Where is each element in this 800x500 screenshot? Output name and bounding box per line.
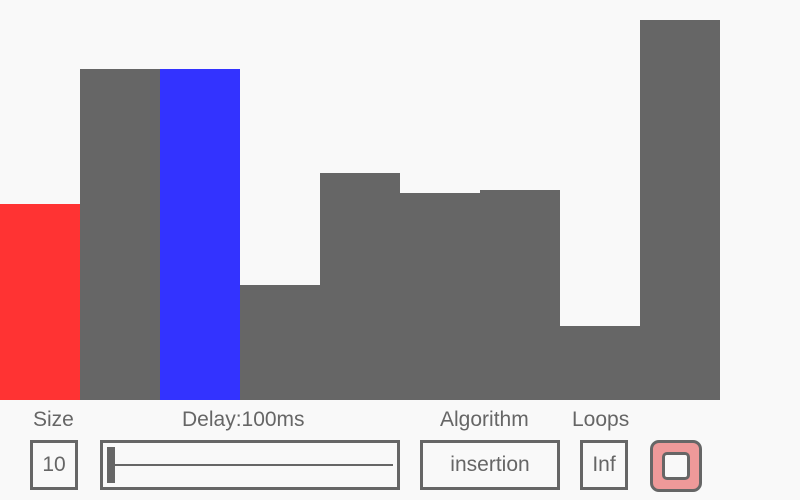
- bar-chart-area: [0, 20, 720, 400]
- bar-4: [240, 285, 320, 400]
- bar-1: [0, 204, 80, 400]
- delay-slider-track: [115, 464, 393, 466]
- algorithm-label: Algorithm: [440, 408, 529, 431]
- size-input[interactable]: 10: [30, 440, 78, 490]
- delay-slider[interactable]: [100, 440, 400, 490]
- bar-5: [320, 173, 400, 400]
- delay-slider-thumb[interactable]: [107, 447, 115, 483]
- bar-9: [640, 20, 720, 400]
- bar-3: [160, 69, 240, 400]
- bar-6: [400, 193, 480, 400]
- bar-2: [80, 69, 160, 400]
- loops-label: Loops: [572, 408, 630, 431]
- delay-label: Delay:100ms: [182, 408, 305, 431]
- algorithm-select[interactable]: insertion: [420, 440, 560, 490]
- size-label: Size: [33, 408, 74, 431]
- stop-icon: [662, 452, 690, 480]
- play-stop-button[interactable]: [650, 440, 702, 492]
- bar-8: [560, 326, 640, 400]
- loops-input[interactable]: Inf: [580, 440, 628, 490]
- bar-7: [480, 190, 560, 400]
